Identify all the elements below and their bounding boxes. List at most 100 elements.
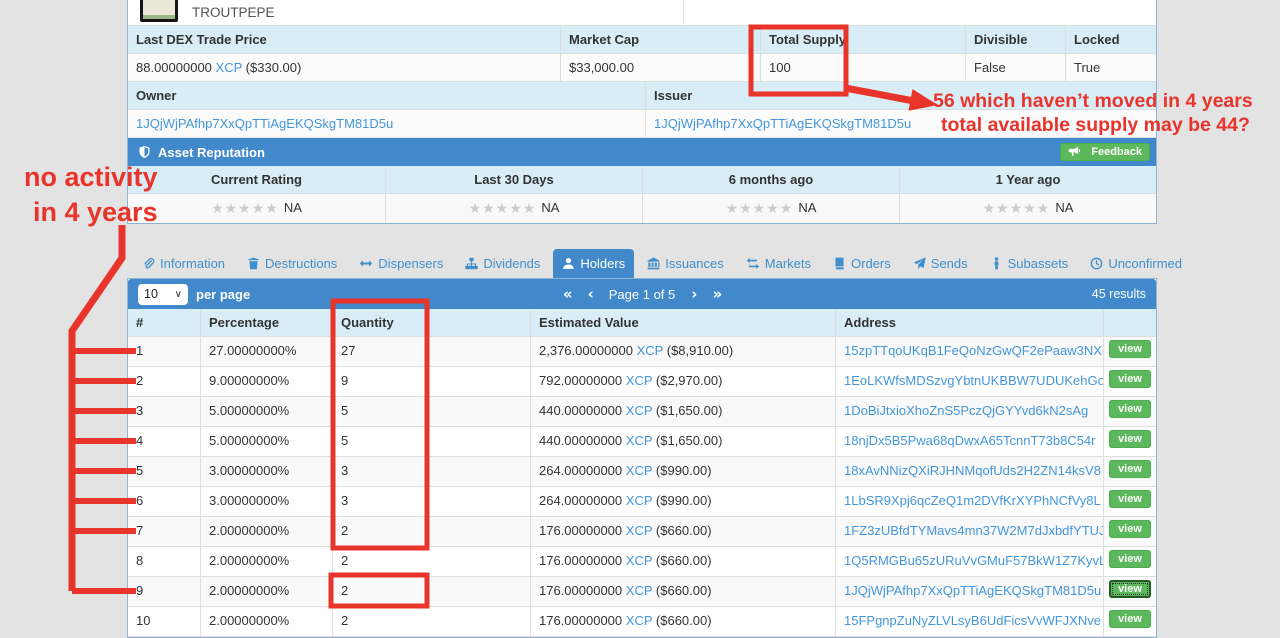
xcp-link[interactable]: XCP (625, 493, 653, 508)
divisible-value: False (965, 54, 1065, 81)
per-page-label: per page (196, 286, 251, 302)
paperclip-icon (144, 258, 155, 269)
holder-address-link[interactable]: 1LbSR9Xpj6qcZeQ1m2DVfKrXYPhNCfVy8L (844, 493, 1101, 508)
owner-address-link[interactable]: 1JQjWjPAfhp7XxQpTTiAgEKQSkgTM81D5u (136, 116, 394, 131)
holder-address-link[interactable]: 1FZ3zUBfdTYMavs4mn37W2M7dJxbdfYTUJ (844, 523, 1103, 538)
holder-address-link[interactable]: 1DoBiJtxioXhoZnS5PczQjGYYvd6kN2sAg (844, 403, 1089, 418)
percentage-cell: 5.00000000% (200, 397, 332, 426)
value-usd: ($1,650.00) (655, 403, 723, 418)
rank-cell: 2 (136, 373, 144, 388)
rank-cell: 9 (136, 583, 144, 598)
col-1-year-ago: 1 Year ago (899, 166, 1156, 193)
value-amount: 440.00000000 (539, 433, 623, 448)
price-amount: 88.00000000 (136, 60, 212, 75)
view-button[interactable]: view (1109, 580, 1151, 598)
holder-address-link[interactable]: 1Q5RMGBu65zURuVvGMuF57BkW1Z7KyvL... (844, 553, 1103, 568)
holder-address-link[interactable]: 15zpTTqoUKqB1FeQoNzGwQF2ePaaw3NXCX (844, 343, 1103, 358)
xcp-link[interactable]: XCP (625, 523, 653, 538)
view-button[interactable]: view (1109, 520, 1151, 538)
holders-header-row: # Percentage Quantity Estimated Value Ad… (128, 309, 1156, 337)
xcp-link[interactable]: XCP (625, 373, 653, 388)
view-button[interactable]: view (1109, 430, 1151, 448)
value-amount: 264.00000000 (539, 463, 623, 478)
xcp-link[interactable]: XCP (625, 583, 653, 598)
holder-address-link[interactable]: 1JQjWjPAfhp7XxQpTTiAgEKQSkgTM81D5u (844, 583, 1102, 598)
xcp-link[interactable]: XCP (625, 613, 653, 628)
star-rating-icons: ★★★★★ (468, 201, 537, 217)
view-button[interactable]: view (1109, 490, 1151, 508)
view-button[interactable]: view (1109, 340, 1151, 358)
value-amount: 440.00000000 (539, 403, 623, 418)
first-page-button[interactable]: « (562, 285, 573, 303)
locked-value: True (1065, 54, 1156, 81)
rank-cell: 1 (136, 343, 144, 358)
quantity-cell: 27 (332, 337, 530, 366)
xcp-link[interactable]: XCP (625, 433, 653, 448)
holder-address-link[interactable]: 18njDx5B5Pwa68qDwxA65TcnnT73b8C54r (844, 433, 1096, 448)
tab-dividends[interactable]: Dividends (456, 249, 549, 278)
rank-cell: 7 (136, 523, 144, 538)
col-market-cap: Market Cap (560, 26, 760, 53)
tab-sends[interactable]: Sends (904, 249, 977, 278)
issuer-address-link[interactable]: 1JQjWjPAfhp7XxQpTTiAgEKQSkgTM81D5u (654, 116, 912, 131)
last-dex-price-value: 88.00000000 XCP ($330.00) (128, 54, 560, 81)
tab-subassets[interactable]: Subassets (981, 249, 1078, 278)
next-page-button[interactable]: › (691, 285, 697, 303)
tab-issuances[interactable]: Issuances (638, 249, 733, 278)
col-divisible: Divisible (965, 26, 1065, 53)
info-value-row: 88.00000000 XCP ($330.00) $33,000.00 100… (128, 54, 1156, 82)
xcp-link[interactable]: XCP (625, 403, 653, 418)
tab-holders[interactable]: Holders (553, 249, 635, 278)
quantity-cell: 5 (332, 427, 530, 456)
holder-address-link[interactable]: 15FPgnpZuNyZLVLsyB6UdFicsVvWFJXNve (844, 613, 1101, 628)
col-6-months-ago: 6 months ago (642, 166, 899, 193)
owner-issuer-value-row: 1JQjWjPAfhp7XxQpTTiAgEKQSkgTM81D5u 1JQjW… (128, 110, 1156, 138)
rank-cell: 4 (136, 433, 144, 448)
rating-value: NA (798, 200, 817, 215)
holder-address-link[interactable]: 18xAvNNizQXiRJHNMqofUds2H2ZN14ksV8 (844, 463, 1101, 478)
quantity-cell: 9 (332, 367, 530, 396)
tab-markets[interactable]: Markets (737, 249, 820, 278)
holders-rows: 1 27.00000000% 27 2,376.00000000 XCP ($8… (128, 337, 1156, 637)
view-button[interactable]: view (1109, 610, 1151, 628)
feedback-button[interactable]: Feedback (1060, 143, 1150, 161)
star-rating-icons: ★★★★★ (725, 201, 794, 217)
tab-destructions[interactable]: Destructions (238, 249, 346, 278)
table-row: 7 2.00000000% 2 176.00000000 XCP ($660.0… (128, 517, 1156, 547)
user-icon (563, 257, 575, 269)
asset-thumbnail-image (140, 0, 178, 22)
xcp-link[interactable]: XCP (215, 60, 243, 75)
view-button[interactable]: view (1109, 550, 1151, 568)
tab-information[interactable]: Information (133, 249, 234, 278)
holder-address-link[interactable]: 1EoLKWfsMDSzvgYbtnUKBBW7UDUKehGoaj (844, 373, 1103, 388)
view-button[interactable]: view (1109, 400, 1151, 418)
tab-orders[interactable]: Orders (824, 249, 900, 278)
value-amount: 176.00000000 (539, 583, 623, 598)
value-amount: 176.00000000 (539, 553, 623, 568)
estimated-value-cell: 440.00000000 XCP ($1,650.00) (530, 397, 835, 426)
xcp-link[interactable]: XCP (625, 463, 653, 478)
results-count: 45 results (1091, 287, 1146, 301)
chevron-down-icon: ∨ (174, 288, 182, 300)
rating-value-row: ★★★★★ NA ★★★★★ NA ★★★★★ NA ★★★★★ NA (128, 194, 1156, 223)
asset-header-row: TROUTPEPE (128, 0, 1156, 26)
view-button[interactable]: view (1109, 370, 1151, 388)
rating-value: NA (1055, 200, 1074, 215)
quantity-cell: 2 (332, 517, 530, 546)
prev-page-button[interactable]: ‹ (587, 285, 594, 303)
tab-unconfirmed[interactable]: Unconfirmed (1081, 249, 1191, 278)
estimated-value-cell: 176.00000000 XCP ($660.00) (530, 577, 835, 606)
estimated-value-cell: 440.00000000 XCP ($1,650.00) (530, 427, 835, 456)
per-page-select[interactable]: 10 ∨ (138, 283, 188, 305)
xcp-link[interactable]: XCP (625, 553, 653, 568)
value-amount: 176.00000000 (539, 613, 623, 628)
quantity-cell: 3 (332, 487, 530, 516)
pagination-bar: 10 ∨ per page « ‹ Page 1 of 5 › » 45 res… (128, 279, 1156, 309)
xcp-link[interactable]: XCP (636, 343, 664, 358)
value-amount: 176.00000000 (539, 523, 623, 538)
last-page-button[interactable]: » (712, 285, 722, 303)
col-last-30-days: Last 30 Days (385, 166, 642, 193)
tab-dispensers[interactable]: Dispensers (350, 249, 452, 278)
clock-icon (1090, 257, 1103, 270)
view-button[interactable]: view (1109, 460, 1151, 478)
